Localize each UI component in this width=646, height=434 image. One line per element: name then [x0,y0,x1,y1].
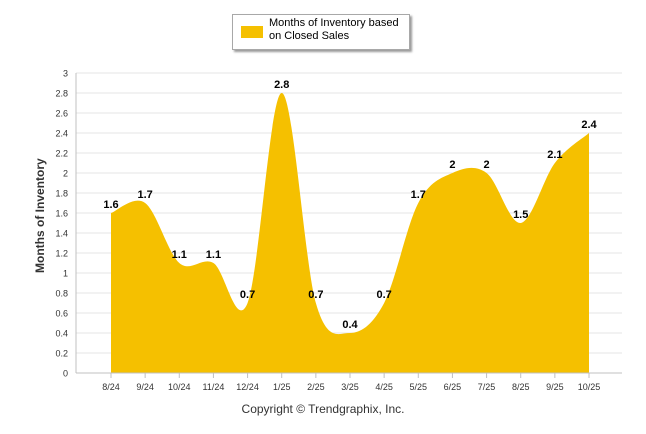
legend-swatch [241,26,263,38]
data-label: 2 [449,159,455,171]
x-tick-label: 9/24 [136,382,154,392]
y-tick-label: 0.4 [55,329,68,339]
y-tick-label: 0.8 [55,289,68,299]
x-tick-label: 8/24 [102,382,120,392]
x-tick-label: 3/25 [341,382,359,392]
x-tick-label: 6/25 [444,382,462,392]
data-label: 2.8 [274,79,289,91]
y-axis-title: Months of Inventory [33,158,47,273]
data-label: 2.1 [547,149,562,161]
series-area [111,93,589,373]
y-tick-label: 2.6 [55,109,68,119]
y-tick-label: 0 [63,369,68,379]
x-tick-label: 4/25 [375,382,393,392]
data-label: 1.5 [513,209,528,221]
data-label-layer: 1.6 1.7 1.1 1.1 0.7 2.8 0.7 0.4 0.7 1.7 2 2 1.5 2.1 2.… [103,79,597,331]
x-tick-label: 12/24 [236,382,259,392]
x-tick-layer: 8/24 9/24 10/24 11/24 12/24 1/25 2/25 3/25 4/25 5… [102,373,600,392]
y-tick-label: 1 [63,269,68,279]
x-tick-label: 10/24 [168,382,191,392]
y-tick-layer: 0 0.2 0.4 0.6 0.8 1 1.2 1.4 1.6 1.8 2 2.2 2.4 2.6 2.8 3 [55,69,68,379]
data-label: 0.7 [308,289,323,301]
legend-label: Months of Inventory based on Closed Sale… [269,17,409,43]
y-tick-label: 0.6 [55,309,68,319]
data-label: 0.4 [342,319,358,331]
x-tick-label: 2/25 [307,382,325,392]
y-tick-label: 3 [63,69,68,79]
data-label: 1.6 [103,199,118,211]
series-area-layer [76,93,622,374]
data-label: 0.7 [376,289,391,301]
y-tick-label: 1.4 [55,229,68,239]
y-tick-label: 1.6 [55,209,68,219]
legend-label-line1: Months of Inventory based [269,17,399,29]
data-label: 2.4 [581,119,597,131]
legend[interactable]: Months of Inventory based on Closed Sale… [232,14,410,50]
y-tick-label: 1.2 [55,249,68,259]
y-tick-label: 0.2 [55,349,68,359]
data-label: 1.7 [137,189,152,201]
data-label: 1.1 [172,249,187,261]
data-label: 1.1 [206,249,221,261]
data-label: 0.7 [240,289,255,301]
x-tick-label: 1/25 [273,382,291,392]
x-tick-label: 8/25 [512,382,530,392]
x-tick-label: 5/25 [410,382,428,392]
legend-label-line2: on Closed Sales [269,30,350,42]
y-tick-label: 2.2 [55,149,68,159]
y-tick-label: 2 [63,169,68,179]
x-tick-label: 11/24 [202,382,224,392]
y-tick-label: 2.8 [55,89,68,99]
copyright-footer: Copyright © Trendgraphix, Inc. [241,402,405,416]
x-tick-label: 9/25 [546,382,564,392]
x-tick-label: 7/25 [478,382,496,392]
data-label: 1.7 [411,189,426,201]
y-tick-label: 1.8 [55,189,68,199]
data-label: 2 [484,159,490,171]
x-tick-label: 10/25 [578,382,601,392]
y-tick-label: 2.4 [55,129,68,139]
